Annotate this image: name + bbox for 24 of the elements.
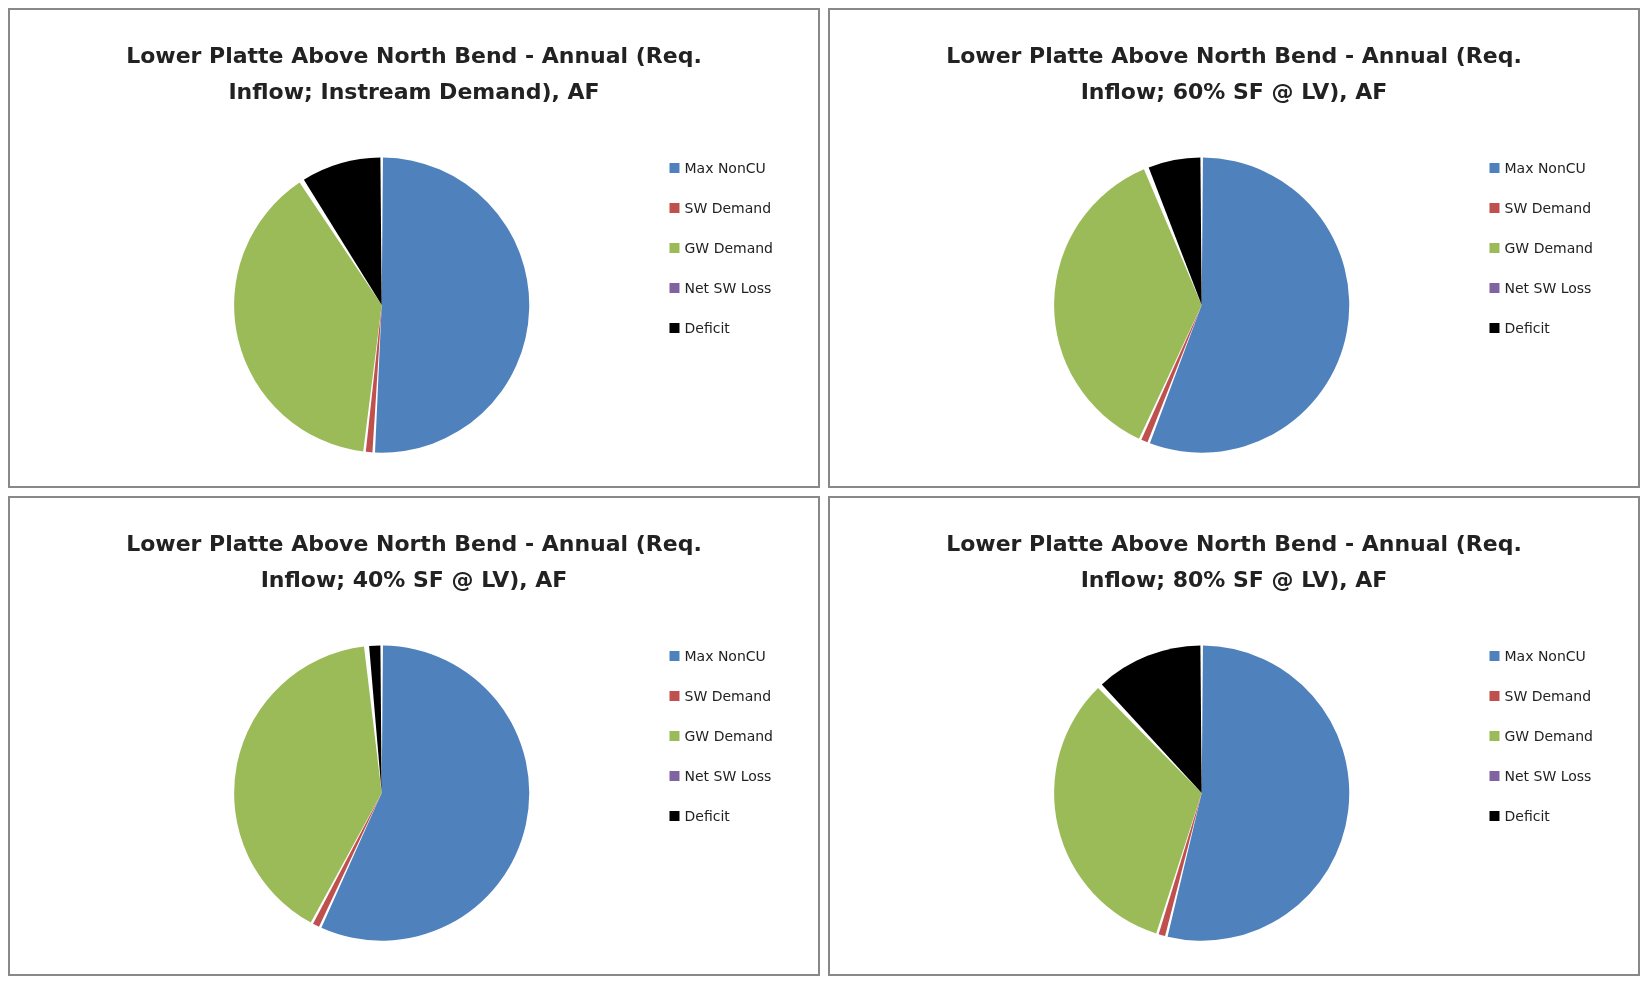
legend-label: Max NonCU xyxy=(1504,160,1586,176)
legend-label: Net SW Loss xyxy=(1504,280,1592,296)
legend-label: Max NonCU xyxy=(684,160,766,176)
legend-label: GW Demand xyxy=(684,240,773,256)
legend-label: Net SW Loss xyxy=(1504,768,1592,784)
legend-label: Max NonCU xyxy=(1504,648,1586,664)
legend-label: Deficit xyxy=(684,320,731,336)
chart-title: Lower Platte Above North Bend - Annual (Req. Inflow; Instream Demand), AF xyxy=(126,42,702,104)
legend-label: Max NonCU xyxy=(684,648,766,664)
chart-title: Lower Platte Above North Bend - Annual (Req. Inflow; 60% SF @ LV), AF xyxy=(946,42,1522,104)
chart-title: Lower Platte Above North Bend - Annual (Req. Inflow; 40% SF @ LV), AF xyxy=(126,530,702,592)
legend-label: Deficit xyxy=(684,808,731,824)
legend-label: Net SW Loss xyxy=(684,280,772,296)
legend-label: SW Demand xyxy=(684,688,772,704)
chart-title: Lower Platte Above North Bend - Annual (Req. Inflow; 80% SF @ LV), AF xyxy=(946,530,1522,592)
legend-label: Net SW Loss xyxy=(684,768,772,784)
legend-label: GW Demand xyxy=(1504,728,1593,744)
legend-label: SW Demand xyxy=(684,200,772,216)
legend-label: GW Demand xyxy=(684,728,773,744)
legend-label: SW Demand xyxy=(1504,200,1592,216)
legend-label: Deficit xyxy=(1504,808,1551,824)
legend-label: GW Demand xyxy=(1504,240,1593,256)
legend-label: SW Demand xyxy=(1504,688,1592,704)
legend-label: Deficit xyxy=(1504,320,1551,336)
